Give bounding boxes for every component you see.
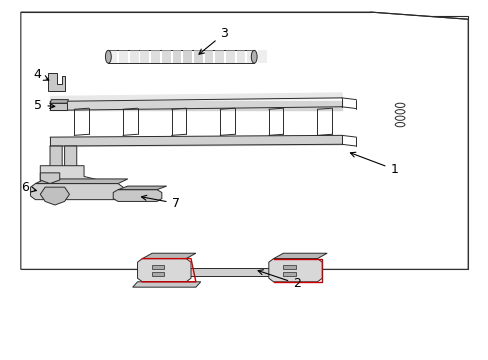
Polygon shape — [113, 190, 162, 202]
Polygon shape — [30, 184, 122, 200]
Bar — [204, 50, 213, 63]
Polygon shape — [132, 282, 201, 287]
Bar — [172, 50, 181, 63]
Polygon shape — [50, 103, 67, 111]
Bar — [151, 50, 160, 63]
Ellipse shape — [251, 50, 257, 63]
Bar — [283, 272, 295, 276]
Bar — [108, 50, 117, 63]
Text: 1: 1 — [349, 152, 397, 176]
Polygon shape — [64, 146, 77, 171]
Bar — [215, 50, 224, 63]
Polygon shape — [21, 16, 467, 269]
Bar — [258, 50, 266, 63]
Text: 3: 3 — [199, 27, 227, 54]
Polygon shape — [21, 12, 467, 269]
Polygon shape — [142, 253, 196, 258]
Text: 4: 4 — [33, 68, 49, 81]
Bar — [152, 272, 164, 276]
Polygon shape — [137, 258, 191, 282]
Bar — [194, 50, 202, 63]
Polygon shape — [118, 186, 166, 190]
Polygon shape — [50, 100, 68, 103]
Polygon shape — [50, 146, 62, 171]
Bar — [119, 50, 127, 63]
Ellipse shape — [105, 50, 111, 63]
Polygon shape — [273, 253, 326, 258]
Polygon shape — [268, 258, 322, 282]
Bar — [140, 50, 149, 63]
FancyBboxPatch shape — [186, 267, 273, 276]
Bar — [283, 265, 295, 269]
Text: 5: 5 — [34, 99, 55, 112]
Polygon shape — [35, 179, 127, 184]
Polygon shape — [40, 187, 69, 205]
Polygon shape — [47, 73, 64, 91]
Polygon shape — [40, 173, 60, 184]
Bar — [247, 50, 256, 63]
Bar — [129, 50, 138, 63]
Text: 7: 7 — [141, 195, 179, 210]
Bar — [162, 50, 170, 63]
Bar — [183, 50, 192, 63]
Polygon shape — [40, 166, 99, 189]
Text: 2: 2 — [258, 270, 301, 290]
Bar — [152, 265, 164, 269]
Text: 6: 6 — [21, 181, 36, 194]
Bar — [225, 50, 234, 63]
Bar — [236, 50, 245, 63]
